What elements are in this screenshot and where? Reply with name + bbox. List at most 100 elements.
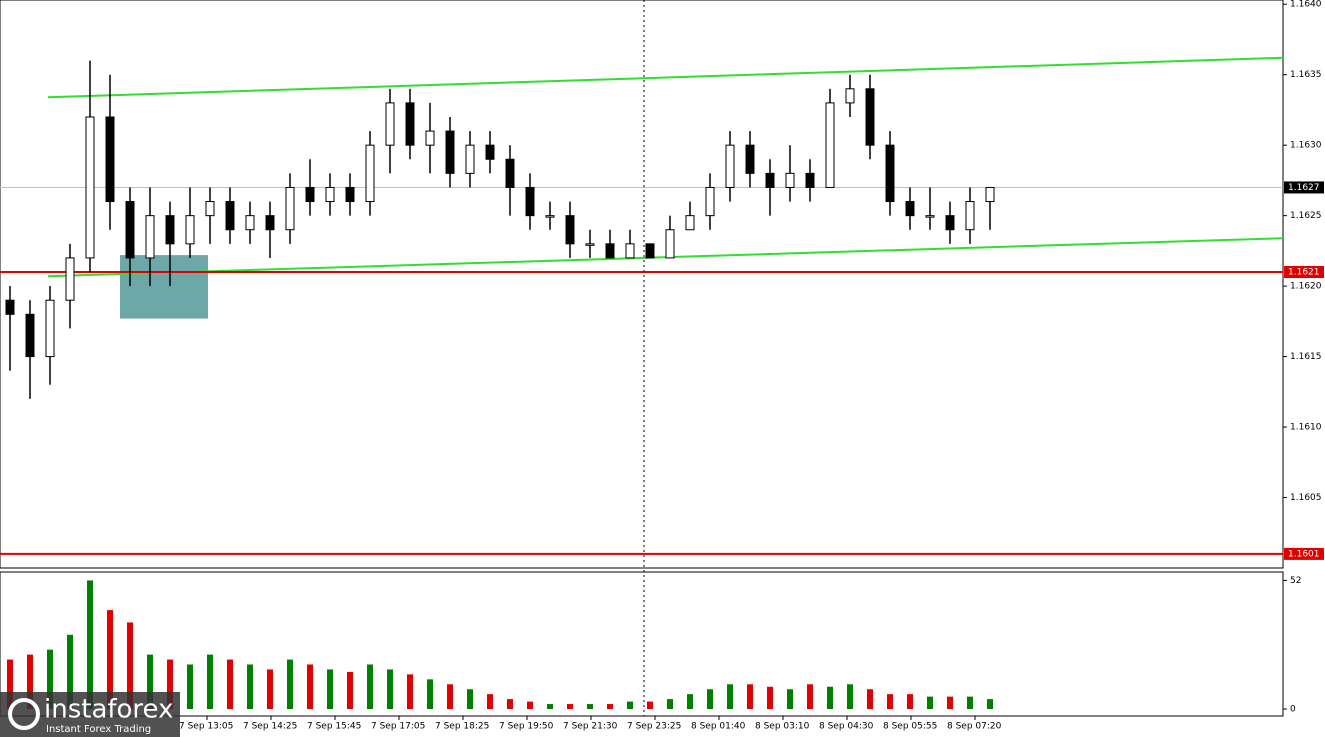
zone [120,255,208,319]
volume-bar [367,664,373,709]
volume-bar [767,686,773,709]
candle-body [985,186,995,203]
candle-body [745,144,755,174]
candle-body [305,186,315,203]
candle-body [465,144,475,174]
candle-body [945,215,955,231]
x-tick-label: 8 Sep 07:20 [947,722,1002,732]
x-tick-label: 7 Sep 23:25 [627,722,681,732]
volume-bar [727,684,733,709]
volume-bar [587,704,593,709]
x-tick-label: 8 Sep 03:10 [755,722,810,732]
y-tick-label: 1.1610 [1290,423,1322,433]
x-tick-label: 7 Sep 17:05 [371,722,425,732]
volume-bar [267,669,273,709]
volume-bar [947,696,953,709]
candle-body [265,215,275,231]
candle-body [645,243,655,259]
volume-bar [207,654,213,709]
x-tick-label: 8 Sep 05:55 [883,722,937,732]
volume-bar [967,696,973,709]
y-tick-label: 1.1620 [1290,282,1322,292]
candle-body [885,144,895,203]
candle-body [245,215,255,231]
logo-icon [8,698,40,730]
volume-bar [867,689,873,709]
volume-bar [7,659,13,709]
level-label: 1.1627 [1288,183,1320,193]
volume-bar [47,649,53,709]
volume-bar [327,669,333,709]
volume-bar [187,664,193,709]
volume-bar [647,701,653,709]
volume-bar [27,654,33,709]
volume-bar [407,674,413,709]
logo-name: instaforex [44,695,173,725]
volume-panel [0,571,1284,717]
y-tick-label: 1.1640 [1290,0,1322,10]
volume-bar [127,622,133,709]
x-tick-label: 8 Sep 04:30 [819,722,874,732]
volume-bar [747,684,753,709]
volume-bar [87,580,93,709]
volume-bar [667,699,673,709]
candle-body [65,257,75,301]
candle-body [345,186,355,203]
level-label: 1.1621 [1288,268,1320,278]
candle-body [105,116,115,203]
candle-body [25,313,35,358]
y-tick-label: 1.1625 [1290,211,1322,221]
candle-body [585,243,595,246]
level-label: 1.1601 [1288,549,1320,559]
x-tick-label: 7 Sep 14:25 [243,722,297,732]
volume-bar [607,704,613,709]
candle-body [505,158,515,188]
volume-bar [547,704,553,709]
candle-body [765,172,775,188]
candle-body [685,215,695,231]
volume-bar [887,694,893,709]
candle-body [545,215,555,218]
volume-bar [707,689,713,709]
candle-body [665,229,675,259]
candle-body [165,215,175,245]
volume-bar [847,684,853,709]
x-tick-label: 7 Sep 19:50 [499,722,554,732]
candle-body [285,186,295,231]
volume-bar [787,689,793,709]
candle-body [525,186,535,217]
candle-body [725,144,735,188]
candle-body [205,201,215,217]
volume-bar [227,659,233,709]
candle-body [565,215,575,245]
volume-tick-label: 0 [1290,705,1296,715]
volume-bar [67,634,73,709]
candle-body [365,144,375,203]
candle-body [125,201,135,259]
volume-bar [687,694,693,709]
candle-body [405,102,415,146]
level-box [1284,266,1324,279]
volume-bar [907,694,913,709]
volume-tick-label: 52 [1290,576,1301,586]
candle-body [85,116,95,259]
volume-bar [467,689,473,709]
candle-body [5,299,15,315]
candle-body [145,215,155,259]
candle-body [385,102,395,146]
candle-body [925,215,935,218]
x-tick-label: 7 Sep 15:45 [307,722,361,732]
candle-body [325,186,335,203]
candle-body [185,215,195,245]
candle-body [625,243,635,259]
y-tick-label: 1.1615 [1290,352,1322,362]
candle-body [485,144,495,160]
volume-bar [287,659,293,709]
candle-body [905,201,915,217]
trendline [47,56,1284,99]
volume-bar [927,696,933,709]
volume-bar [347,671,353,709]
price-panel [0,0,1284,569]
candle-body [705,186,715,217]
